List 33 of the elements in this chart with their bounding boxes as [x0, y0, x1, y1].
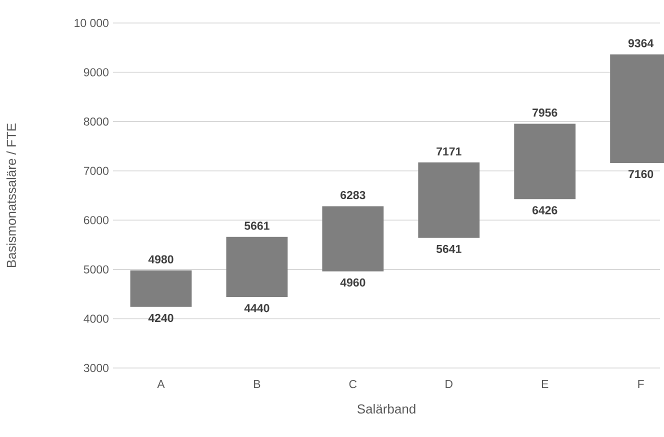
bar — [418, 162, 480, 238]
y-tick-label: 5000 — [84, 265, 109, 274]
annotation: 5641 — [436, 244, 462, 254]
x-tick-label: B — [254, 380, 260, 388]
annotation: 7171 — [436, 147, 462, 156]
y-axis-title: Basismonatssaläre / FTE — [6, 123, 16, 268]
y-tick-label: 7000 — [84, 166, 109, 175]
annotation: 6283 — [340, 191, 366, 200]
x-axis-title: Salärband — [357, 404, 416, 414]
annotation: 6426 — [532, 206, 558, 214]
x-tick-label: E — [542, 380, 548, 388]
annotation: 9364 — [628, 39, 654, 48]
x-tick-label: A — [157, 380, 165, 388]
x-tick-label: C — [349, 380, 357, 388]
y-tick-label: 9000 — [84, 68, 109, 76]
y-tick-label: 8000 — [84, 117, 109, 126]
bar — [130, 270, 192, 307]
y-tick-label: 10 000 — [74, 18, 109, 28]
annotation: 7160 — [628, 170, 654, 178]
annotation: 7956 — [532, 108, 558, 117]
y-tick-label: 3000 — [84, 364, 109, 372]
annotation: 4440 — [244, 304, 270, 312]
bar — [226, 236, 288, 298]
bar — [514, 124, 576, 200]
annotation: 4980 — [148, 255, 174, 264]
x-tick-label: F — [638, 380, 644, 388]
annotation: 4240 — [148, 314, 174, 322]
y-tick-label: 4000 — [84, 314, 109, 323]
annotation: 5661 — [244, 222, 270, 230]
bar — [322, 206, 384, 272]
annotation: 4960 — [340, 278, 366, 287]
x-tick-label: D — [446, 380, 452, 388]
y-tick-label: 6000 — [84, 216, 109, 224]
